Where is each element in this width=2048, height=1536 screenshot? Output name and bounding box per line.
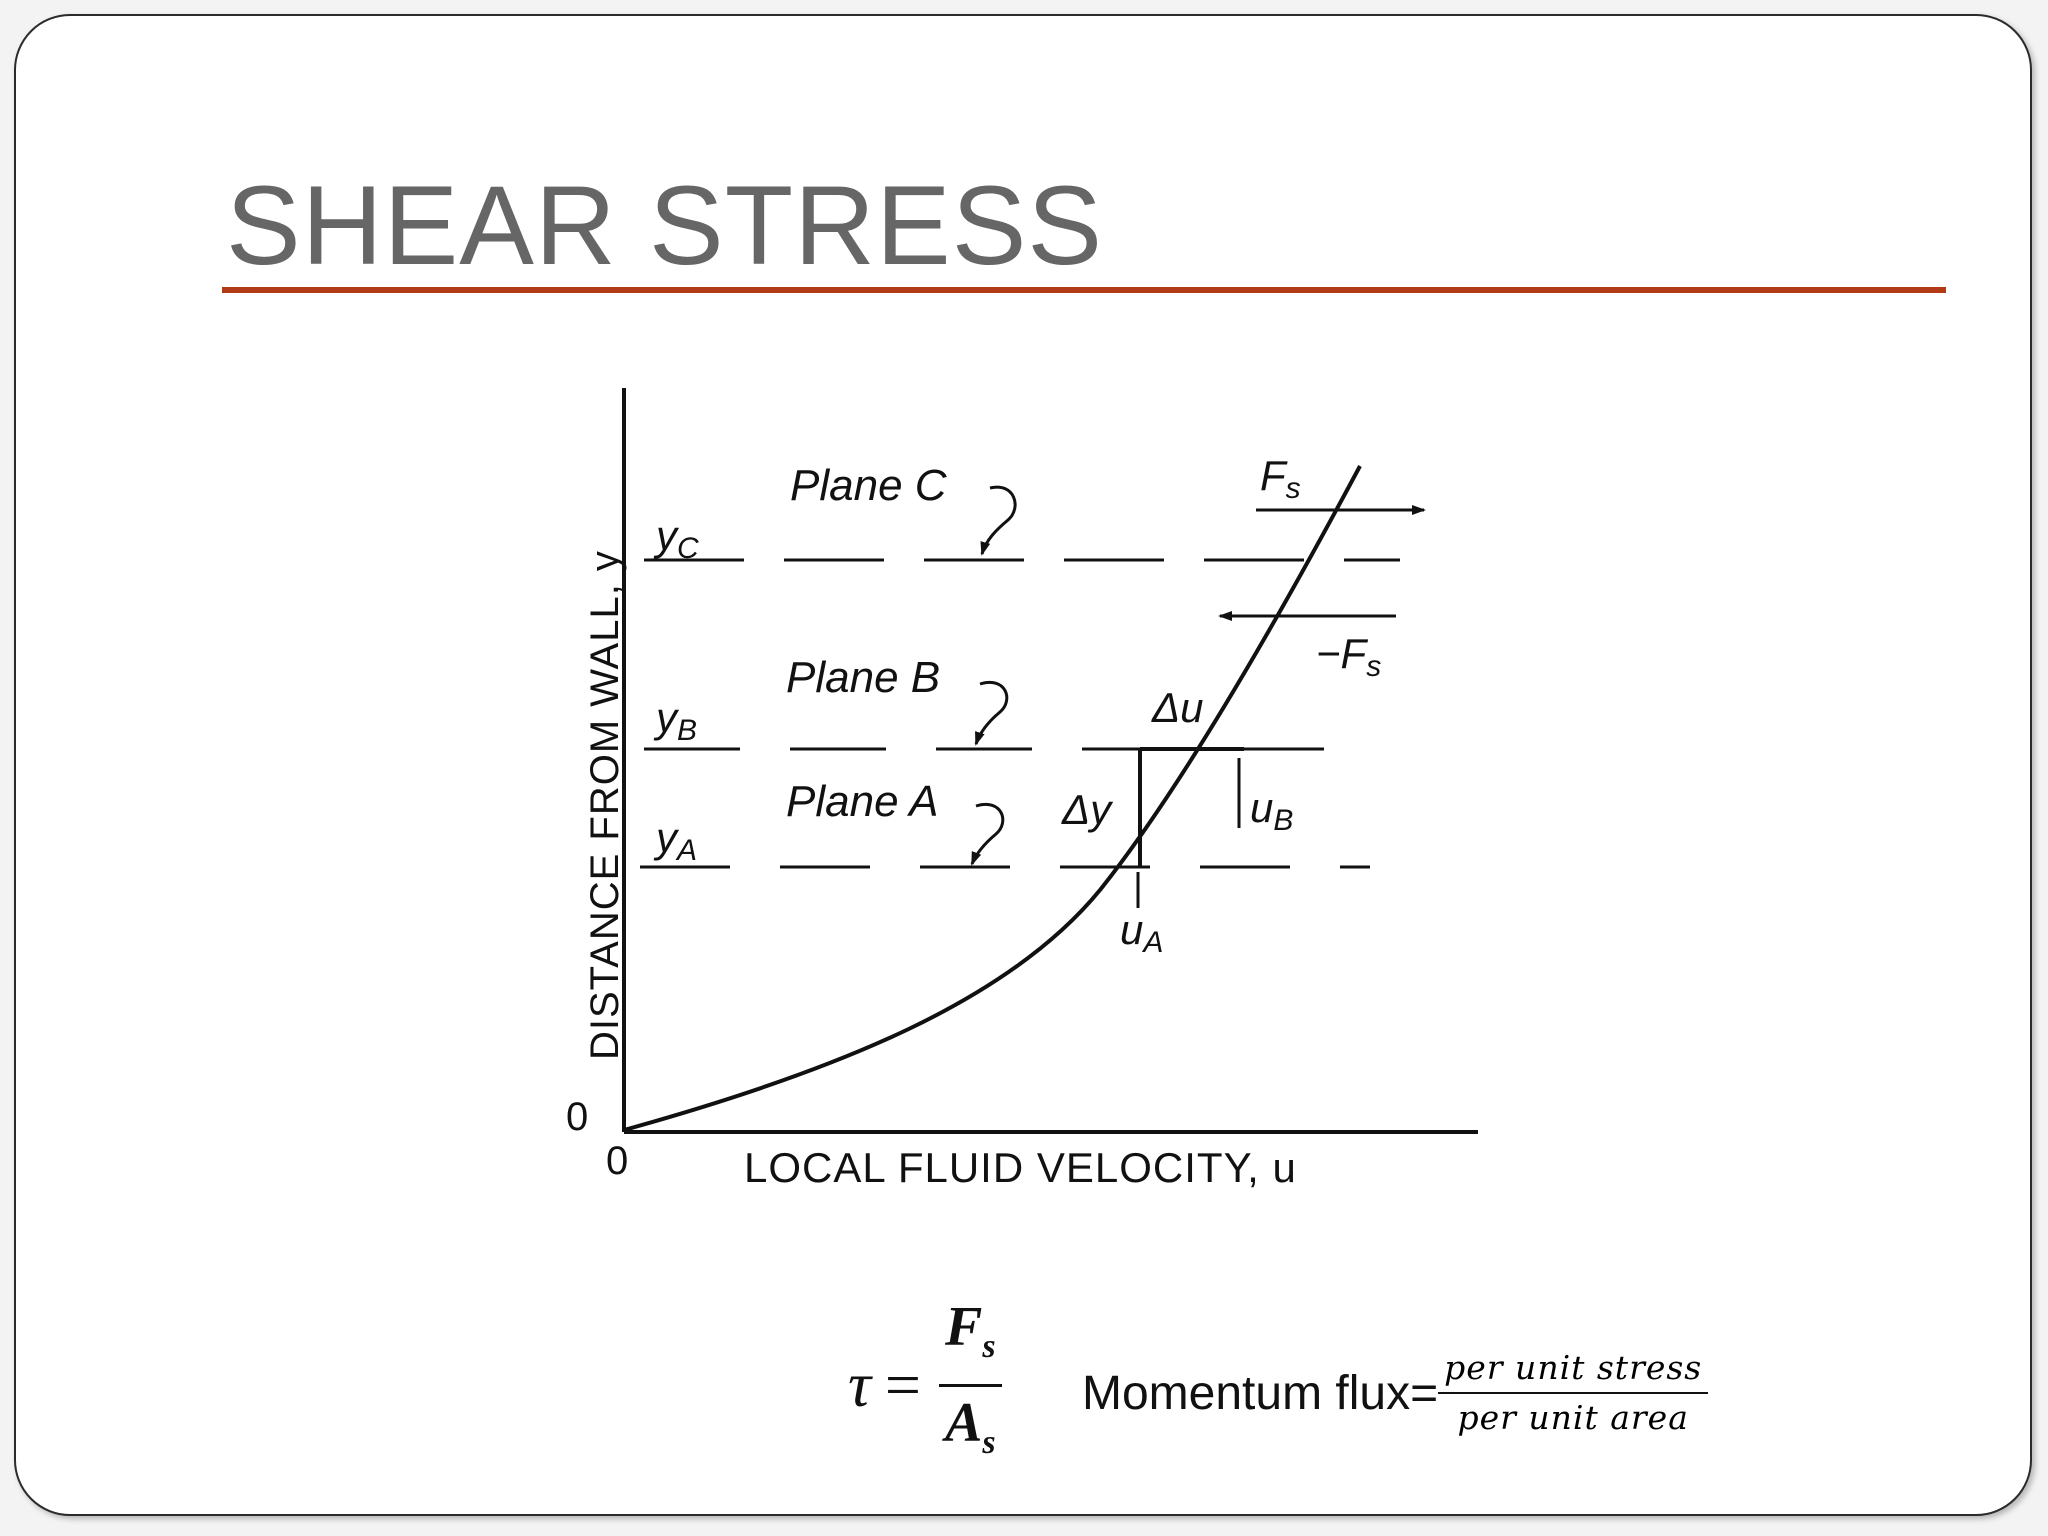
origin-y-label: 0 [566,1095,588,1139]
delta-y-label: Δy [1061,786,1114,833]
area-denominator: As [939,1391,1002,1475]
equations-area: τ = Fs As Momentum flux= per unit stress… [848,1296,1848,1480]
slide-title: SHEAR STRESS [226,163,1104,288]
y-label-c-text: y [653,512,680,559]
fs-sub: s [1286,472,1301,505]
tau-symbol: τ [848,1349,871,1420]
neg-fs-sub: s [1366,650,1381,683]
delta-u-label: Δu [1151,684,1204,731]
fs-label: Fs [1260,452,1301,505]
force-subscript: s [982,1328,996,1366]
u-a-text: u [1120,906,1143,953]
momentum-flux-fraction: per unit stress per unit area [1438,1346,1709,1440]
u-b-text: u [1250,784,1273,831]
velocity-profile-curve [623,465,1362,1132]
flux-numerator: per unit stress [1444,1348,1703,1387]
fs-text: F [1260,452,1288,499]
y-label-b: yB [653,694,697,747]
y-label-c-sub: C [677,532,699,565]
plane-b-pointer [974,680,1009,746]
force-over-area-fraction: Fs As [939,1295,1002,1474]
u-a-label: uA [1120,906,1163,959]
plane-b-label: Plane B [786,653,940,702]
plane-c-pointer [980,485,1017,556]
slide-frame [14,14,2032,1516]
area-symbol: A [945,1391,983,1454]
momentum-flux-equation: Momentum flux= per unit stress per unit … [1082,1346,1709,1440]
u-a-sub: A [1141,926,1163,959]
u-b-label: uB [1250,784,1293,837]
y-label-c: yC [653,512,699,565]
momentum-flux-label: Momentum flux= [1082,1366,1439,1420]
y-label-a-sub: A [675,834,697,867]
y-label-a-text: y [653,814,680,861]
fraction-bar [939,1383,1002,1387]
y-label-b-text: y [653,694,680,741]
neg-fs-text: −F [1316,630,1369,677]
plane-a-label: Plane A [786,777,938,826]
force-symbol: F [945,1296,983,1359]
y-label-b-sub: B [677,714,697,747]
force-numerator: Fs [939,1295,1002,1379]
flux-denominator: per unit area [1457,1398,1689,1437]
x-axis-label: LOCAL FLUID VELOCITY, u [744,1144,1297,1191]
plane-a-pointer [970,802,1005,866]
y-axis-label: DISTANCE FROM WALL, y [583,550,627,1060]
equals-sign: = [884,1349,921,1420]
u-b-sub: B [1273,804,1293,837]
flux-fraction-bar [1438,1392,1709,1394]
y-label-a: yA [653,814,697,867]
plane-c-label: Plane C [790,461,948,510]
shear-stress-equation: τ = Fs As [848,1296,1002,1470]
area-subscript: s [982,1423,996,1461]
origin-x-label: 0 [606,1139,628,1183]
velocity-profile-diagram: DISTANCE FROM WALL, y LOCAL FLUID VELOCI… [566,388,1478,1191]
title-rule [222,287,1946,293]
neg-fs-label: −Fs [1316,630,1381,683]
